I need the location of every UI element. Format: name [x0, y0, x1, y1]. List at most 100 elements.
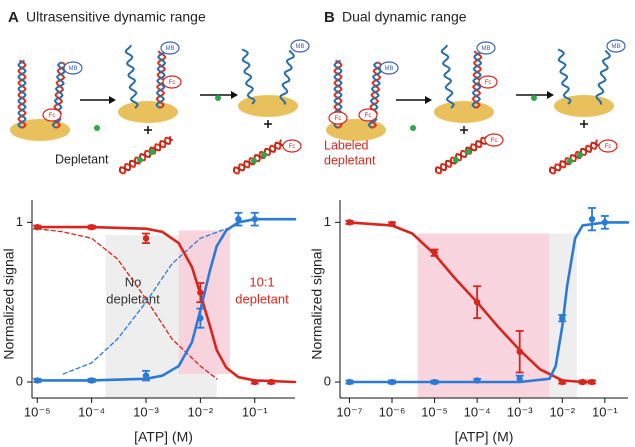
green-dot [410, 125, 416, 131]
panel-title: Dual dynamic range [342, 9, 467, 25]
tag [162, 75, 182, 89]
data-point [388, 220, 396, 228]
green-dot [215, 95, 221, 101]
tag [478, 75, 498, 89]
annotation: No [125, 274, 142, 289]
data-point [197, 289, 204, 296]
data-point [431, 249, 438, 256]
data-point [601, 219, 609, 226]
arrow-head [231, 91, 238, 99]
green-dot [261, 152, 267, 158]
dna-strand [279, 49, 296, 105]
dna-strand [17, 59, 27, 129]
tag-label: Fc [335, 116, 342, 122]
x-tick-label: 10⁻⁵ [421, 404, 448, 419]
green-dot [577, 152, 583, 158]
green-dot [465, 149, 471, 155]
tag [379, 61, 399, 75]
tag-label: MB [296, 44, 305, 50]
y-axis-label: Normalized signal [309, 248, 325, 359]
data-point [346, 378, 353, 386]
x-axis-label: [ATP] (M) [455, 429, 514, 445]
data-point [588, 378, 596, 386]
electrode-surface [10, 119, 70, 141]
tag [160, 41, 180, 55]
dna-strand [233, 141, 285, 172]
y-tick-label: 1 [16, 214, 23, 229]
tag [63, 61, 83, 75]
data-point [346, 219, 353, 226]
tag-label: Fc [49, 113, 56, 119]
data-point [431, 378, 438, 386]
tag [484, 133, 504, 147]
depletant-label: depletant [324, 153, 376, 167]
data-point [88, 223, 95, 231]
tag [290, 39, 310, 53]
green-dot [531, 95, 537, 101]
data-point [142, 235, 150, 242]
fit-curve-dashed [36, 228, 218, 380]
green-dot [251, 158, 257, 164]
data-point [235, 215, 242, 223]
arrow-head [425, 96, 432, 104]
dna-strand [595, 49, 612, 105]
electrode-surface [434, 101, 494, 123]
data-point [88, 377, 95, 384]
data-point [197, 314, 204, 322]
data-point [267, 378, 275, 386]
x-tick-label: 10⁻⁶ [379, 404, 406, 419]
electrode-surface [554, 95, 614, 117]
depletant-label: Depletant [55, 152, 109, 166]
electrode-surface [238, 95, 298, 117]
x-tick-label: 10⁻¹ [592, 404, 618, 419]
y-tick-label: 0 [16, 373, 23, 388]
panel-title: Ultrasensitive dynamic range [26, 9, 206, 25]
x-axis-label: [ATP] (M) [134, 429, 193, 445]
data-point [34, 377, 41, 384]
dna-strand [435, 136, 490, 175]
annotation: 10:1 [249, 274, 274, 289]
electrode-surface [118, 101, 178, 123]
tag-label: Fc [605, 144, 612, 150]
tag-label: MB [612, 44, 621, 50]
x-tick-label: 10⁻¹ [242, 404, 268, 419]
tag-label: Fc [485, 80, 492, 86]
data-point [34, 223, 41, 231]
y-axis-label: Normalized signal [1, 248, 17, 359]
data-point [388, 378, 396, 386]
x-tick-label: 10⁻⁵ [24, 404, 51, 419]
dna-strand [549, 139, 598, 175]
dna-strand [118, 136, 172, 173]
dna-strand [557, 48, 572, 105]
x-tick-label: 10⁻³ [507, 404, 533, 419]
tag [476, 41, 496, 55]
panel-label: B [324, 9, 335, 26]
x-tick-label: 10⁻⁴ [78, 404, 105, 419]
x-tick-label: 10⁻⁷ [336, 404, 362, 419]
dna-strand [471, 50, 483, 109]
annotation: depletant [106, 291, 160, 306]
data-point [473, 377, 481, 384]
data-point [559, 378, 566, 386]
x-tick-label: 10⁻² [549, 404, 575, 419]
dna-strand [124, 44, 139, 109]
dna-strand [434, 136, 488, 173]
x-tick-label: 10⁻⁴ [464, 404, 491, 419]
data-point [559, 314, 566, 322]
dna-strand [440, 44, 455, 109]
depletant-label: Labeled [324, 138, 369, 152]
fit-curve-dashed [62, 228, 227, 375]
panel-label: A [8, 9, 19, 26]
data-point [516, 348, 523, 355]
tag-label: Fc [365, 113, 372, 119]
dna-strand [155, 50, 167, 109]
tag [358, 108, 378, 122]
green-dot [453, 157, 459, 163]
green-dot [149, 149, 155, 155]
arrow-head [109, 96, 116, 104]
data-point [579, 378, 586, 386]
tag-label: Fc [491, 138, 498, 144]
tag-label: Fc [289, 144, 296, 150]
tag [598, 139, 618, 153]
data-point [251, 215, 258, 223]
